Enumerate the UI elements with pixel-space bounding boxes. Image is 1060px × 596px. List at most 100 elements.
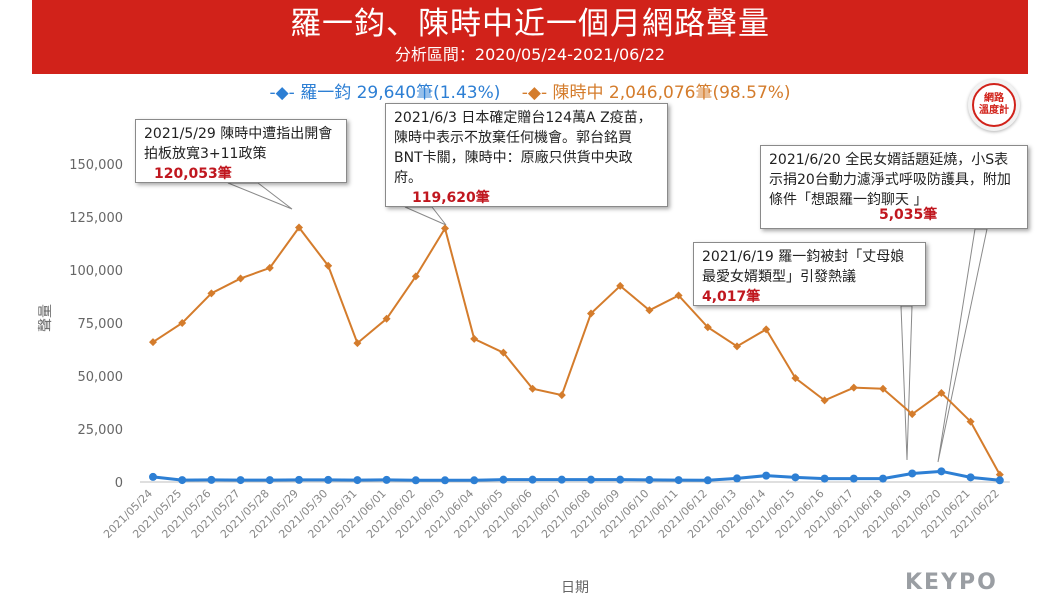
annotation-pointer-0529 [227,182,293,210]
data-point-series2 [645,306,654,315]
y-tick-label: 125,000 [69,211,123,226]
legend-marker-orange-icon: -◆- [521,83,548,103]
data-point-series1 [645,475,654,484]
annotation-text-0529: 2021/5/29 陳時中遭指出開會拍板放寬3+11政策 [144,126,333,162]
annotation-pointer-0603 [404,206,447,226]
data-point-series1 [791,473,800,482]
annotation-box-0529: 2021/5/29 陳時中遭指出開會拍板放寬3+11政策 120,053筆 [135,119,347,183]
logo-text-line1: 網路 [984,93,1004,104]
data-point-series2 [149,338,157,347]
legend: -◆- 羅一鈞 29,640筆(1.43%) -◆- 陳時中 2,046,076… [0,78,1060,103]
series-line-chen-shih-chung [152,225,1001,476]
y-tick-label: 150,000 [69,158,123,173]
data-point-series2 [879,384,887,393]
y-axis-label: 聲量 [37,304,54,332]
annotation-pointer-0619 [900,305,913,461]
data-point-series2 [441,224,449,233]
annotation-box-0620: 2021/6/20 全民女婿話題延燒，小S表示捐20台動力濾淨式呼吸防護具，附加… [760,145,1028,229]
data-point-series1 [265,476,274,485]
legend-label-series2: 陳時中 2,046,076筆(98.57%) [552,83,791,103]
data-point-series1 [207,475,216,484]
data-point-series2 [966,417,975,426]
chart-title: 羅一鈞、陳時中近一個月網路聲量 [290,6,770,42]
data-point-series2 [470,334,479,343]
data-point-series2 [236,274,245,283]
data-point-series2 [733,342,741,351]
title-banner: 羅一鈞、陳時中近一個月網路聲量 分析區間：2020/05/24-2021/06/… [32,0,1028,74]
data-point-series1 [762,471,771,480]
web-thermometer-logo-inner: 網路 溫度計 [972,83,1016,127]
data-point-series1 [353,476,362,485]
annotation-text-0619: 2021/6/19 羅一鈞被封「丈母娘最愛女婿類型」引發熱議 [702,249,905,285]
data-point-series1 [382,475,391,484]
data-point-series2 [616,281,625,290]
data-point-series2 [791,374,800,383]
data-point-series2 [207,289,216,298]
annotation-value-0529: 120,053筆 [154,166,232,182]
data-point-series2 [178,319,187,327]
data-point-series1 [674,476,683,485]
data-point-series2 [295,223,303,232]
data-point-series1 [849,474,858,483]
annotation-box-0603: 2021/6/3 日本確定贈台124萬A Z疫苗，陳時中表示不放棄任何機會。郭台… [385,103,668,207]
series-line-luo-yijun [152,469,1000,482]
annotation-value-0603: 119,620筆 [412,190,490,206]
data-point-series2 [937,388,946,397]
y-tick-label: 100,000 [69,264,123,279]
data-point-series2 [499,348,508,357]
data-point-series1 [557,475,566,484]
chart-subtitle: 分析區間：2020/05/24-2021/06/22 [394,45,666,64]
data-point-series1 [149,472,157,481]
data-point-series1 [966,473,975,482]
data-point-series2 [587,309,595,318]
data-point-series2 [324,261,333,270]
data-point-series2 [528,384,537,393]
logo-text-line2: 溫度計 [979,105,1009,116]
data-point-series2 [265,263,274,272]
legend-item-series2: -◆- 陳時中 2,046,076筆(98.57%) [522,78,791,103]
x-axis-label: 日期 [561,580,589,596]
annotation-text-0620: 2021/6/20 全民女婿話題延燒，小S表示捐20台動力濾淨式呼吸防護具，附加… [769,152,1011,208]
keypo-brand-logo: KEYPO [905,570,998,595]
data-point-series1 [178,476,187,485]
data-point-series1 [295,475,303,484]
data-point-series1 [879,474,887,483]
data-point-series1 [908,469,917,478]
data-point-series1 [616,475,625,484]
annotation-text-0603: 2021/6/3 日本確定贈台124萬A Z疫苗，陳時中表示不放棄任何機會。郭台… [394,110,652,186]
data-point-series1 [703,476,712,485]
data-point-series1 [587,475,595,484]
y-tick-label: 25,000 [78,423,124,438]
y-tick-label: 0 [115,476,123,491]
data-point-series1 [820,474,829,483]
legend-marker-blue-icon: -◆- [269,83,295,103]
data-point-series1 [995,476,1004,485]
y-tick-label: 50,000 [78,370,124,385]
data-point-series2 [908,410,917,419]
y-tick-label: 75,000 [78,317,124,332]
data-point-series2 [674,291,683,300]
legend-item-series1: -◆- 羅一鈞 29,640筆(1.43%) [269,78,500,103]
data-point-series2 [353,339,362,348]
legend-label-series1: 羅一鈞 29,640筆(1.43%) [300,83,501,103]
data-point-series2 [703,323,712,332]
data-point-series2 [411,272,420,281]
annotation-box-0619: 2021/6/19 羅一鈞被封「丈母娘最愛女婿類型」引發熱議 4,017筆 [693,242,926,306]
annotation-value-0620: 5,035筆 [879,207,938,223]
data-point-series1 [499,475,508,484]
data-point-series1 [324,475,333,484]
annotation-value-0619: 4,017筆 [702,289,761,305]
data-point-series1 [528,475,537,484]
data-point-series1 [441,476,449,485]
data-point-series1 [236,476,245,485]
data-point-series1 [411,476,420,485]
data-point-series2 [820,396,829,405]
data-point-series1 [937,467,946,476]
data-point-series2 [557,391,566,400]
data-point-series1 [470,476,479,485]
data-point-series2 [382,314,391,323]
web-thermometer-logo: 網路 溫度計 [968,79,1020,131]
data-point-series2 [762,325,771,334]
data-point-series2 [995,470,1004,479]
